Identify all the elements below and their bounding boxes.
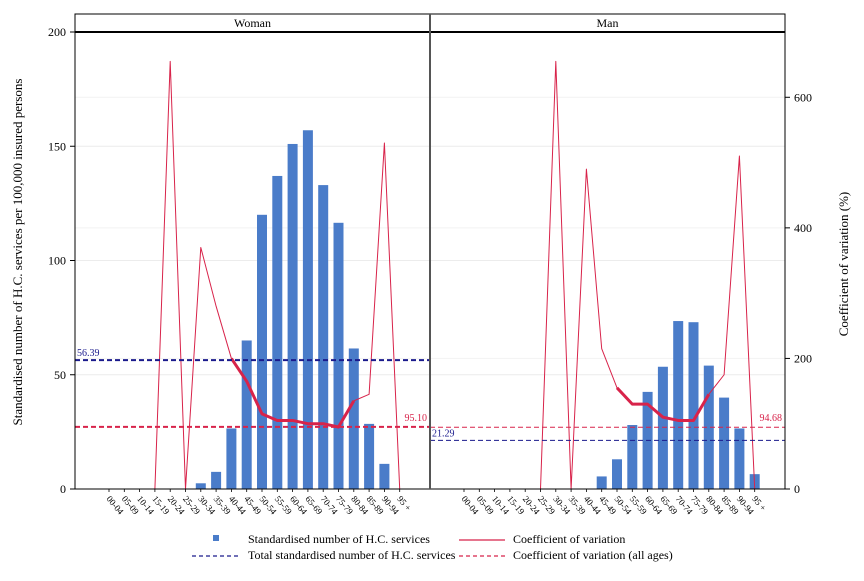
bar <box>627 425 638 489</box>
cv-all-label: 95.10 <box>405 413 428 424</box>
cv-line-bold <box>615 386 711 422</box>
left-tick-label: 150 <box>48 139 66 153</box>
reference-lines-layer: 56.39 95.10 21.29 94.68 <box>75 348 785 441</box>
legend-label-cv: Coefficient of variation <box>513 532 625 546</box>
legend-label-cv-all: Coefficient of variation (all ages) <box>513 548 673 562</box>
right-tick-label: 0 <box>794 482 800 496</box>
right-tick-label: 600 <box>794 90 812 104</box>
legend-label-total: Total standardised number of H.C. servic… <box>248 548 456 562</box>
bar <box>257 214 267 490</box>
right-axis-title: Coefficient of variation (%) <box>836 192 851 337</box>
bar <box>673 321 684 489</box>
bar <box>688 322 699 489</box>
panel-title-woman: Woman <box>234 16 271 30</box>
bar <box>226 428 237 489</box>
right-tick-label: 200 <box>794 351 812 365</box>
bars-layer <box>195 130 760 490</box>
bar <box>596 476 607 489</box>
cv-line-bold <box>230 357 356 429</box>
bar <box>211 471 222 489</box>
bar <box>318 185 329 489</box>
bar <box>272 175 283 489</box>
bar <box>703 365 714 489</box>
legend: Standardised number of H.C. services Coe… <box>192 532 673 562</box>
bar <box>287 143 298 489</box>
bar <box>657 366 668 489</box>
total-line-label: 56.39 <box>77 348 100 359</box>
cv-all-label: 94.68 <box>760 413 783 424</box>
lines-layer <box>154 60 756 490</box>
left-tick-label: 50 <box>54 368 66 382</box>
right-tick-label: 400 <box>794 221 812 235</box>
bar <box>241 340 252 489</box>
legend-label-bars: Standardised number of H.C. services <box>248 532 430 546</box>
bar <box>734 428 745 489</box>
bar <box>195 483 206 489</box>
total-line-label: 21.29 <box>432 428 455 439</box>
panel-title-man: Man <box>597 16 619 30</box>
left-axis-title: Standardised number of H.C. services per… <box>10 79 25 426</box>
bar <box>612 459 622 489</box>
bar <box>719 397 730 489</box>
legend-swatch-bar <box>213 535 219 541</box>
bar <box>333 222 344 490</box>
bar <box>364 423 375 489</box>
left-tick-label: 200 <box>48 25 66 39</box>
bar <box>348 348 359 489</box>
bar <box>379 463 390 489</box>
left-tick-label: 100 <box>48 254 66 268</box>
left-tick-label: 0 <box>60 482 66 496</box>
bar <box>302 130 313 489</box>
